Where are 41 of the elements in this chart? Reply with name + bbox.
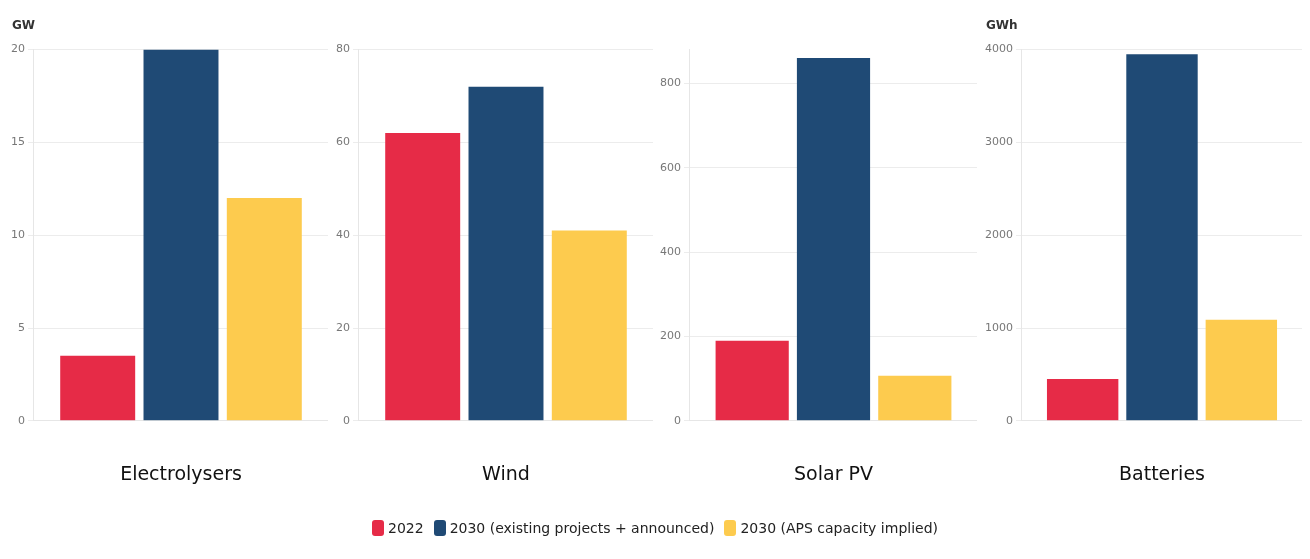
bar [1046, 379, 1119, 421]
y-tick-label: 80 [335, 42, 350, 56]
y-tick-label: 400 [660, 244, 682, 258]
y-tick-label: 3000 [984, 135, 1013, 149]
x-axis-title: Batteries [1118, 461, 1205, 484]
y-tick-label: 4000 [984, 42, 1013, 56]
y-tick-label: 20 [335, 320, 350, 334]
y-tick-label: 2000 [984, 228, 1013, 242]
legend-label: 2030 (existing projects + announced) [449, 520, 715, 536]
y-tick-label: 1000 [984, 320, 1013, 334]
y-tick-label: 10 [11, 228, 25, 242]
y-tick-label: 0 [342, 413, 350, 427]
bar [384, 133, 460, 421]
y-tick-label: 0 [18, 413, 25, 427]
bar [143, 49, 219, 421]
bar [226, 198, 302, 421]
bar [551, 230, 627, 421]
bar [715, 340, 790, 421]
y-tick-label: 20 [11, 42, 25, 56]
bar [468, 86, 544, 421]
y-tick-label: 0 [674, 413, 682, 427]
y-axis-title: GW [12, 18, 36, 32]
bar [878, 375, 952, 421]
x-axis-title: Electrolysers [120, 461, 242, 484]
bar [1205, 319, 1277, 421]
y-tick-label: 800 [660, 76, 682, 90]
legend-label: 2022 [387, 520, 424, 536]
x-axis-title: Solar PV [794, 461, 874, 484]
bar [60, 355, 136, 421]
y-tick-label: 600 [660, 160, 682, 174]
x-axis-title: Wind [481, 461, 530, 484]
y-tick-label: 0 [1005, 413, 1013, 427]
y-tick-label: 5 [18, 320, 25, 334]
y-tick-label: 60 [335, 135, 350, 149]
y-tick-label: 200 [660, 329, 682, 343]
y-tick-label: 15 [11, 135, 25, 149]
bar [1126, 54, 1198, 421]
legend-label: 2030 (APS capacity implied) [740, 520, 939, 536]
y-tick-label: 40 [335, 228, 350, 242]
y-axis-title: GWh [985, 18, 1018, 32]
bar [797, 58, 871, 421]
